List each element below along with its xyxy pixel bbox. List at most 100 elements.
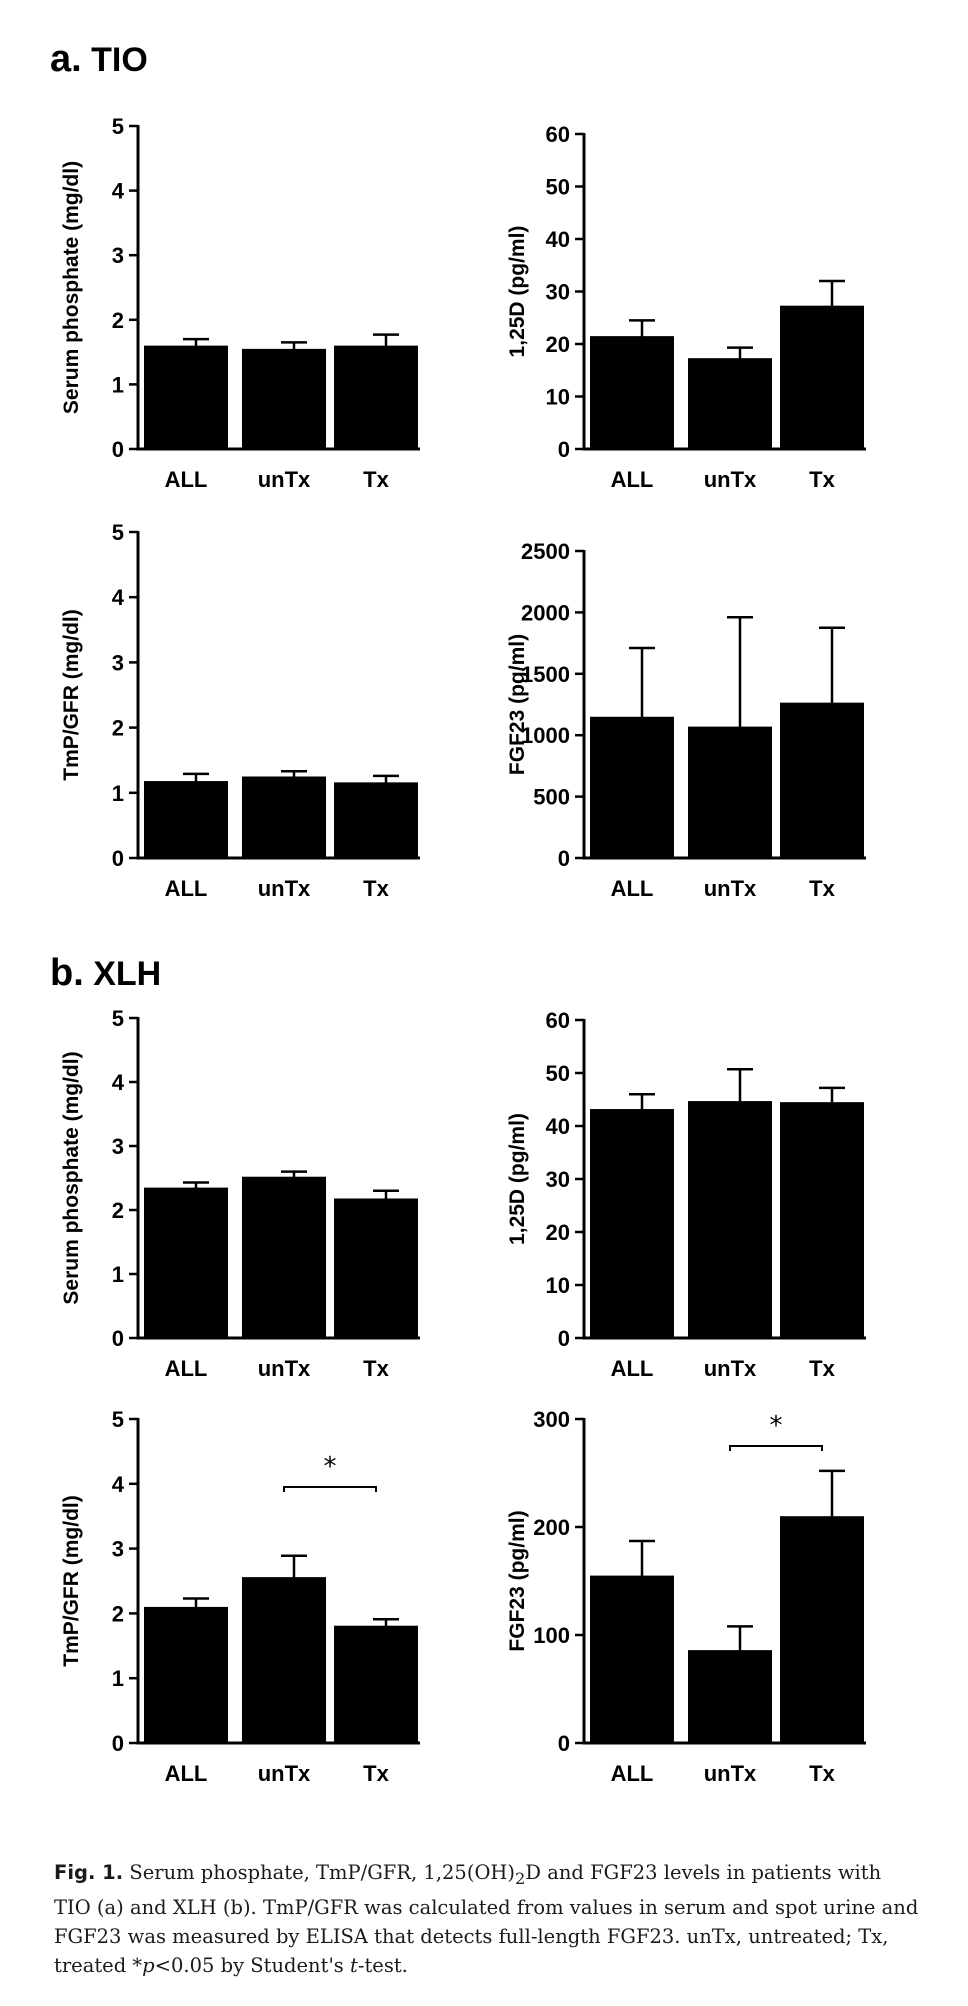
y-tick-label: 60	[546, 1008, 570, 1033]
y-tick-label: 2	[112, 1601, 124, 1626]
bar-tx	[334, 345, 418, 449]
caption-line4c: -test.	[357, 1953, 408, 1977]
bar-untx	[242, 1577, 326, 1743]
bar-tx	[334, 1625, 418, 1743]
category-label: ALL	[611, 1761, 654, 1786]
y-tick-label: 4	[112, 585, 125, 610]
y-tick-label: 3	[112, 1134, 124, 1159]
y-axis-label: FGF23 (pg/ml)	[506, 634, 529, 775]
category-label: unTx	[704, 1761, 757, 1786]
category-label: Tx	[809, 1356, 835, 1381]
panel-letter: a.	[50, 38, 82, 80]
panel-name: XLH	[93, 955, 162, 993]
category-label: unTx	[704, 467, 757, 492]
y-tick-label: 1	[112, 781, 124, 806]
caption-line2: and XLH (b). TmP/GFR was calculated from…	[54, 1895, 919, 1948]
y-axis-label: Serum phosphate (mg/dl)	[60, 1051, 83, 1304]
category-label: ALL	[165, 467, 208, 492]
chart-a-3: 0 1 2 3 4 5 TmP/GFR (mg/dl) ALL unTx Tx	[60, 520, 420, 901]
category-label: unTx	[704, 1356, 757, 1381]
bar-tx	[780, 1516, 864, 1743]
y-tick-label: 200	[533, 1515, 570, 1540]
category-label: unTx	[704, 876, 757, 901]
y-tick-label: 0	[558, 846, 570, 871]
y-tick-label: 2000	[521, 600, 570, 625]
y-tick-label: 5	[112, 1407, 124, 1432]
significance-star: *	[324, 1452, 337, 1482]
chart-b-3: 0 1 2 3 4 5 TmP/GFR (mg/dl) ALL unTx Tx *	[60, 1407, 420, 1786]
category-label: ALL	[165, 876, 208, 901]
y-tick-label: 5	[112, 1006, 124, 1031]
bar-untx	[242, 776, 326, 858]
category-label: ALL	[611, 1356, 654, 1381]
y-tick-label: 0	[112, 1326, 124, 1351]
y-tick-label: 4	[112, 1472, 125, 1497]
category-label: unTx	[258, 1761, 311, 1786]
category-label: Tx	[363, 1356, 389, 1381]
y-tick-label: 20	[546, 332, 570, 357]
y-tick-label: 10	[546, 1273, 570, 1298]
caption-line1b: D and FGF23 levels in patients with TIO …	[54, 1861, 882, 1919]
y-tick-label: 30	[546, 1167, 570, 1192]
y-tick-label: 0	[112, 437, 124, 462]
y-tick-label: 3	[112, 650, 124, 675]
y-tick-label: 2	[112, 308, 124, 333]
y-axis-label: TmP/GFR (mg/dl)	[60, 1495, 83, 1667]
y-axis-label: TmP/GFR (mg/dl)	[60, 609, 83, 781]
bar-all	[144, 781, 228, 858]
caption-t: t	[350, 1953, 358, 1977]
caption-sub: 2	[515, 1868, 526, 1888]
chart-a-1: 0 1 2 3 4 5 Serum phosphate (mg/dl) ALL unTx Tx	[60, 114, 420, 492]
significance-bracket	[729, 1445, 823, 1451]
y-tick-label: 1	[112, 1666, 124, 1691]
y-axis-label: FGF23 (pg/ml)	[506, 1510, 529, 1651]
significance-star: *	[770, 1411, 783, 1441]
panel-label-b: b. XLH	[50, 952, 161, 995]
category-label: Tx	[809, 876, 835, 901]
category-label: unTx	[258, 1356, 311, 1381]
category-label: Tx	[809, 467, 835, 492]
category-label: unTx	[258, 467, 311, 492]
bar-untx	[688, 1101, 772, 1338]
y-tick-label: 3	[112, 243, 124, 268]
bar-tx	[334, 782, 418, 858]
y-tick-label: 60	[546, 122, 570, 147]
y-tick-label: 3	[112, 1537, 124, 1562]
panel-label-a: a. TIO	[50, 38, 148, 81]
y-tick-label: 300	[533, 1407, 570, 1432]
bar-all	[144, 1606, 228, 1743]
bar-tx	[334, 1198, 418, 1338]
bar-tx	[780, 305, 864, 449]
y-tick-label: 1000	[521, 723, 570, 748]
category-label: ALL	[165, 1356, 208, 1381]
bar-all	[590, 336, 674, 449]
y-tick-label: 30	[546, 280, 570, 305]
caption-line3: was measured by ELISA that detects full-…	[54, 1924, 889, 1977]
y-tick-label: 50	[546, 175, 570, 200]
category-label: unTx	[258, 876, 311, 901]
category-label: ALL	[611, 876, 654, 901]
chart-b-1: 0 1 2 3 4 5 Serum phosphate (mg/dl) ALL unTx Tx	[60, 1006, 420, 1381]
y-tick-label: 2500	[521, 539, 570, 564]
bar-untx	[688, 358, 772, 449]
y-tick-label: 0	[112, 1731, 124, 1756]
figure-caption: Fig. 1. Serum phosphate, TmP/GFR, 1,25(O…	[54, 1858, 924, 1980]
y-tick-label: 0	[558, 437, 570, 462]
category-label: Tx	[363, 876, 389, 901]
caption-line1a: Serum phosphate, TmP/GFR, 1,25(OH)	[129, 1861, 516, 1884]
bar-all	[144, 1187, 228, 1338]
bar-untx	[242, 1176, 326, 1338]
y-tick-label: 2	[112, 716, 124, 741]
y-axis-label: Serum phosphate (mg/dl)	[60, 161, 83, 414]
category-label: Tx	[363, 1761, 389, 1786]
y-axis-label: 1,25D (pg/ml)	[506, 226, 529, 358]
category-label: Tx	[809, 1761, 835, 1786]
y-tick-label: 5	[112, 114, 124, 139]
y-tick-label: 40	[546, 1114, 570, 1139]
bar-all	[590, 1109, 674, 1338]
chart-b-4: 0 100 200 300 FGF23 (pg/ml) ALL unTx Tx *	[506, 1407, 866, 1786]
category-label: ALL	[165, 1761, 208, 1786]
y-tick-label: 0	[558, 1326, 570, 1351]
y-tick-label: 0	[558, 1731, 570, 1756]
y-tick-label: 50	[546, 1061, 570, 1086]
